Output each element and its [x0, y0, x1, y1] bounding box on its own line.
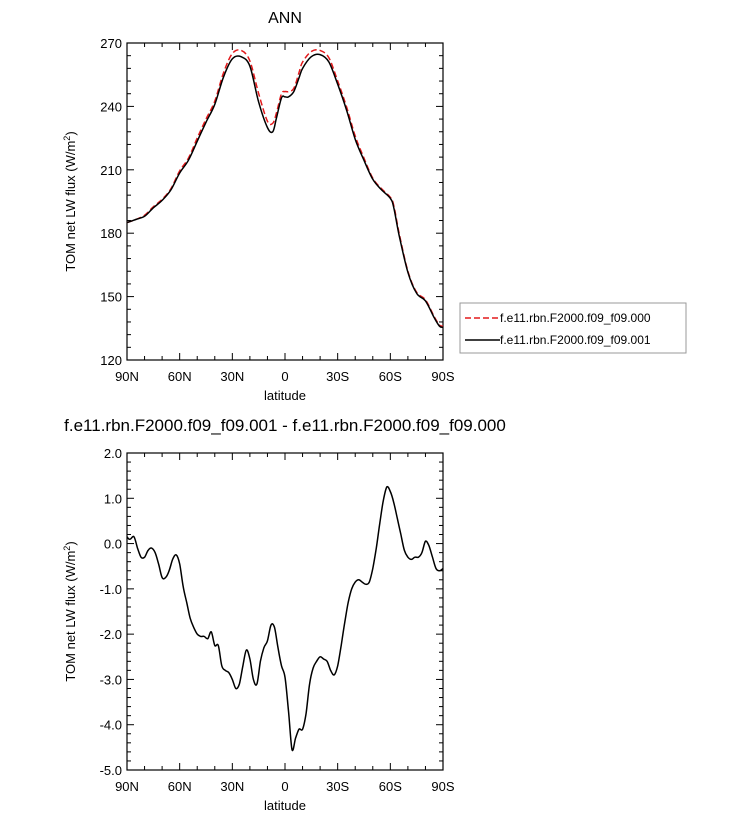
y-tick-label: 210 [100, 163, 122, 178]
top-panel: ANN 90N 60N 30N 0 30S 60S 90S 120 150 180 210 240 270… [62, 10, 687, 403]
y-axis-label-close: ) [63, 131, 78, 135]
y-tick-label: 1.0 [104, 491, 122, 506]
x-tick-label: 0 [281, 779, 288, 794]
x-tick-label: 60S [379, 779, 402, 794]
y-tick-label: -5.0 [100, 763, 122, 778]
y-tick-label: -3.0 [100, 672, 122, 687]
y-tick-label: -2.0 [100, 627, 122, 642]
chart-title: ANN [268, 10, 302, 27]
y-tick-label: 0.0 [104, 537, 122, 552]
y-axis-label-superscript: 2 [62, 136, 72, 141]
bottom-panel: f.e11.rbn.F2000.f09_f09.001 - f.e11.rbn.… [62, 416, 506, 813]
y-axis-label-close: ) [63, 541, 78, 545]
y-tick-label: 120 [100, 353, 122, 368]
x-axis-label: latitude [264, 798, 306, 813]
x-tick-label: 0 [281, 369, 288, 384]
x-tick-label: 60S [379, 369, 402, 384]
x-tick-label: 30N [220, 779, 244, 794]
x-tick-label: 90S [431, 779, 454, 794]
y-tick-label: 270 [100, 36, 122, 51]
plot-frame [126, 42, 444, 361]
plot-frame [126, 452, 444, 771]
y-tick-label: 150 [100, 290, 122, 305]
series-line-0 [126, 48, 444, 327]
x-tick-label: 60N [168, 369, 192, 384]
y-axis-label-superscript: 2 [62, 546, 72, 551]
x-tick-label: 30N [220, 369, 244, 384]
y-tick-label: 240 [100, 99, 122, 114]
x-tick-label: 30S [326, 369, 349, 384]
x-tick-label: 90N [115, 779, 139, 794]
x-tick-label: 90S [431, 369, 454, 384]
y-tick-label: 2.0 [104, 446, 122, 461]
chart-title: f.e11.rbn.F2000.f09_f09.001 - f.e11.rbn.… [64, 416, 506, 435]
legend-label-0: f.e11.rbn.F2000.f09_f09.000 [500, 311, 651, 325]
x-tick-label: 30S [326, 779, 349, 794]
x-tick-label: 60N [168, 779, 192, 794]
x-axis-label: latitude [264, 388, 306, 403]
legend-box [459, 302, 687, 354]
y-axis-label: TOM net LW flux (W/m2) [62, 541, 78, 681]
series-line-1 [126, 53, 444, 329]
y-tick-label: -4.0 [100, 718, 122, 733]
y-axis-label-main: TOM net LW flux (W/m [63, 141, 78, 272]
series-line-0 [126, 485, 444, 752]
y-tick-label: -1.0 [100, 582, 122, 597]
y-axis-label: TOM net LW flux (W/m2) [62, 131, 78, 271]
legend-label-1: f.e11.rbn.F2000.f09_f09.001 [500, 333, 651, 347]
y-tick-label: 180 [100, 226, 122, 241]
y-axis-label-main: TOM net LW flux (W/m [63, 551, 78, 682]
x-tick-label: 90N [115, 369, 139, 384]
